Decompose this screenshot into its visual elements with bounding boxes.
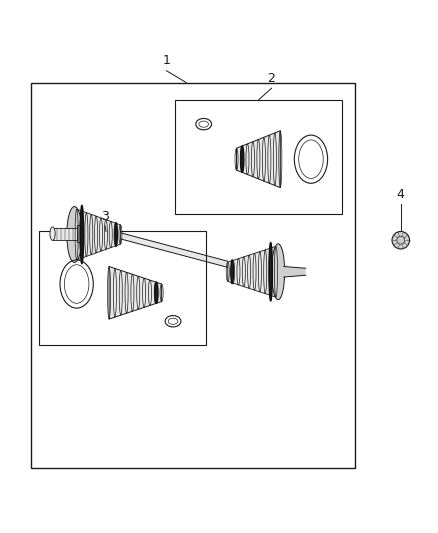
Text: 3: 3 (101, 209, 109, 223)
Ellipse shape (67, 207, 82, 262)
Bar (175, 100, 342, 214)
Bar (31, 83, 355, 468)
Ellipse shape (241, 146, 244, 172)
Polygon shape (120, 233, 228, 268)
Polygon shape (237, 131, 280, 188)
Polygon shape (228, 246, 276, 297)
Ellipse shape (115, 223, 117, 246)
Text: 2: 2 (268, 72, 276, 85)
Ellipse shape (231, 260, 233, 284)
Ellipse shape (392, 231, 410, 249)
Polygon shape (77, 209, 120, 260)
Text: 1: 1 (162, 54, 170, 67)
Ellipse shape (269, 243, 272, 301)
Ellipse shape (50, 227, 55, 240)
Ellipse shape (272, 244, 285, 300)
Bar (53, 228, 77, 240)
Polygon shape (109, 266, 162, 319)
Bar (77, 225, 82, 242)
Bar (39, 231, 206, 345)
Polygon shape (284, 266, 306, 277)
Ellipse shape (397, 236, 405, 244)
Ellipse shape (81, 206, 83, 263)
Ellipse shape (155, 282, 158, 303)
Text: 4: 4 (397, 188, 405, 201)
